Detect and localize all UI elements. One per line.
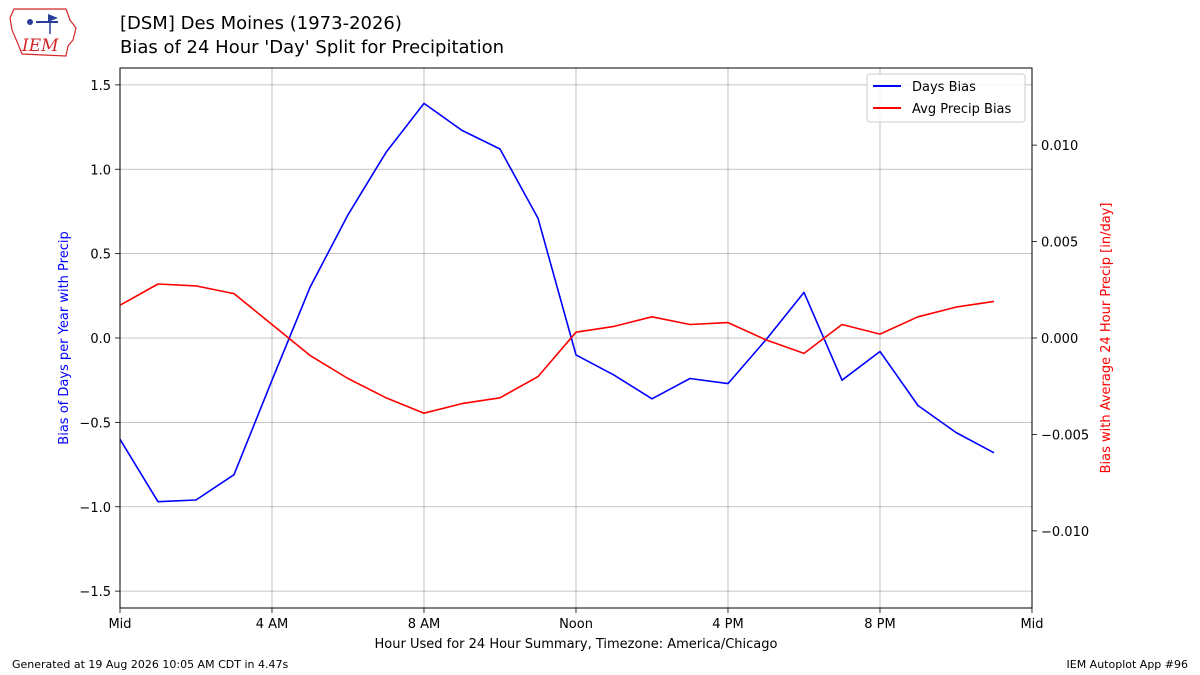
series-line-days-bias	[119, 102, 995, 503]
y-left-tick-label: 1.0	[90, 163, 111, 178]
x-tick-label: 8 PM	[864, 617, 895, 632]
chart-subtitle: Bias of 24 Hour 'Day' Split for Precipit…	[120, 37, 505, 58]
y-axis-right-label: Bias with Average 24 Hour Precip [in/day…	[1099, 203, 1114, 474]
x-tick-label: 4 AM	[256, 617, 289, 632]
x-axis-label: Hour Used for 24 Hour Summary, Timezone:…	[375, 637, 778, 652]
wind-flag-icon	[48, 14, 58, 22]
y-right-tick-label: 0.010	[1041, 139, 1078, 154]
y-left-tick-label: 1.5	[90, 79, 111, 94]
y-left-tick-label: −1.0	[79, 501, 111, 516]
y-left-tick-label: −1.5	[79, 585, 111, 600]
y-right-tick-label: 0.005	[1041, 236, 1078, 251]
x-tick-label: 8 AM	[408, 617, 441, 632]
grid-lines	[119, 68, 1033, 608]
y-right-tick-label: 0.000	[1041, 332, 1078, 347]
chart-title: [DSM] Des Moines (1973-2026)	[120, 13, 402, 34]
x-tick-label: 4 PM	[712, 617, 743, 632]
weather-dot-icon	[27, 19, 33, 25]
legend-box	[866, 73, 1026, 123]
y-right-tick-label: −0.010	[1041, 525, 1089, 540]
y-left-tick-label: 0.5	[90, 248, 111, 263]
axis-ticks: Mid 4 AM 8 AM Noon 4 PM 8 PM Mid 1.5 1.0 0.5 0.0 −0…	[79, 79, 1089, 632]
series-line-avg-precip-bias	[119, 283, 995, 415]
logo-text: IEM	[21, 36, 59, 56]
iem-logo: IEM	[9, 8, 77, 57]
legend-label-days-bias: Days Bias	[912, 80, 976, 95]
generated-timestamp: Generated at 19 Aug 2026 10:05 AM CDT in…	[12, 658, 289, 671]
y-left-tick-label: −0.5	[79, 416, 111, 431]
x-tick-label: Noon	[559, 617, 593, 632]
y-axis-left-label: Bias of Days per Year with Precip	[57, 231, 72, 444]
iowa-outline-icon	[9, 8, 77, 57]
series-lines	[119, 102, 995, 503]
x-tick-label: Mid	[1020, 617, 1043, 632]
x-tick-label: Mid	[108, 617, 131, 632]
y-right-tick-label: −0.005	[1041, 428, 1089, 443]
legend-label-avg-precip-bias: Avg Precip Bias	[912, 102, 1012, 117]
legend: Days Bias Avg Precip Bias	[866, 73, 1026, 123]
app-label: IEM Autoplot App #96	[1066, 658, 1189, 671]
y-left-tick-label: 0.0	[90, 332, 111, 347]
